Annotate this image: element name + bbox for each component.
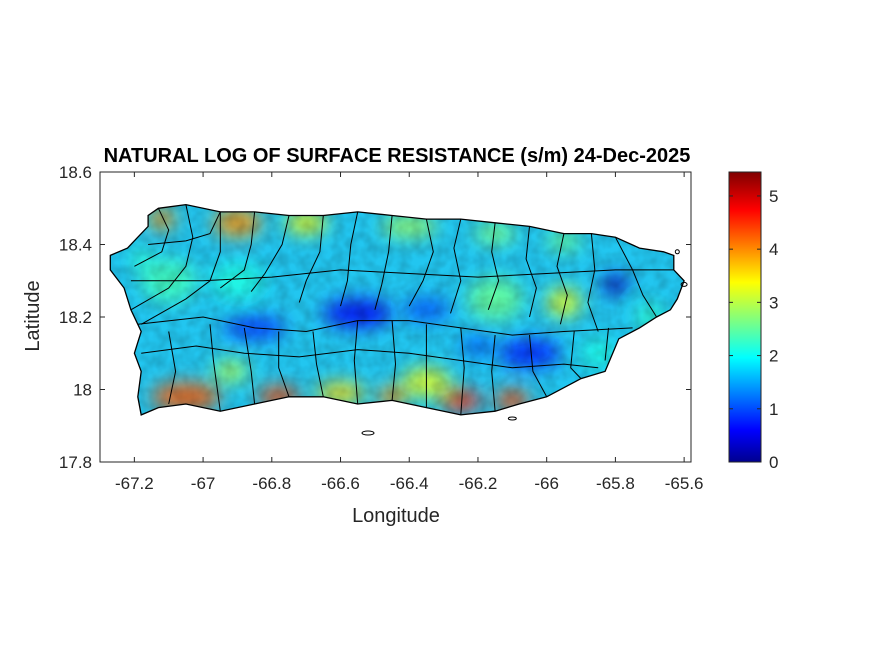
- colorbar-tick-label: 2: [769, 347, 778, 366]
- municipal-boundary: [614, 236, 658, 318]
- islet: [680, 281, 688, 287]
- x-tick-label: -67.2: [115, 474, 154, 493]
- municipal-boundary: [450, 218, 462, 314]
- municipal-boundary: [312, 331, 324, 397]
- x-tick-label: -66: [534, 474, 559, 493]
- islet: [361, 430, 375, 436]
- x-axis: -67.2 -67 -66.8 -66.6 -66.4 -66.2 -66 -65.8 -65.…: [115, 172, 704, 493]
- islet: [507, 416, 517, 421]
- municipal-boundary: [243, 327, 256, 405]
- x-tick-label: -66.8: [252, 474, 291, 493]
- municipal-boundaries: [130, 204, 674, 415]
- coastline: [109, 203, 685, 416]
- municipal-boundary: [130, 269, 674, 282]
- municipal-boundary: [298, 215, 324, 303]
- municipal-boundary: [209, 324, 221, 412]
- x-tick-label: -67: [191, 474, 216, 493]
- y-tick-label: 18.4: [59, 236, 92, 255]
- municipal-boundary: [353, 320, 359, 405]
- municipal-boundary: [570, 331, 582, 379]
- municipal-boundary: [168, 331, 177, 405]
- chart-title: NATURAL LOG OF SURFACE RESISTANCE (s/m) …: [104, 145, 691, 167]
- y-tick-label: 18.2: [59, 308, 92, 327]
- municipal-boundary: [340, 211, 359, 307]
- colorbar-tick-label: 3: [769, 293, 778, 312]
- y-tick-label: 17.8: [59, 453, 92, 472]
- municipal-boundary: [525, 226, 537, 318]
- municipal-boundary: [460, 327, 465, 415]
- colorbar: [728, 171, 762, 463]
- x-tick-label: -66.6: [321, 474, 360, 493]
- municipal-boundary: [491, 335, 496, 412]
- municipal-boundary: [141, 345, 599, 369]
- municipal-boundary: [278, 331, 290, 397]
- municipal-boundary: [408, 218, 434, 307]
- x-tick-label: -65.6: [665, 474, 704, 493]
- municipal-boundary: [604, 327, 609, 361]
- municipal-boundary: [130, 204, 194, 311]
- islet: [674, 249, 680, 255]
- x-tick-label: -65.8: [596, 474, 635, 493]
- municipal-boundary: [529, 335, 548, 398]
- x-tick-label: -66.2: [459, 474, 498, 493]
- y-axis-label: Latitude: [22, 280, 44, 351]
- colorbar-tick-label: 1: [769, 400, 778, 419]
- y-tick-label: 18.6: [59, 163, 92, 182]
- x-axis-label: Longitude: [352, 505, 440, 527]
- y-tick-label: 18: [73, 381, 92, 400]
- municipal-boundary: [134, 208, 170, 267]
- colorbar-tick-label: 5: [769, 187, 778, 206]
- islets: [361, 249, 688, 436]
- y-axis: 17.8 18 18.2 18.4 18.6: [59, 163, 691, 472]
- colorbar-ticks: 0 1 2 3 4 5: [729, 187, 778, 472]
- municipal-boundary: [391, 320, 397, 401]
- colorbar-tick-label: 4: [769, 240, 778, 259]
- municipal-boundary: [137, 316, 633, 336]
- municipal-boundary: [374, 215, 393, 310]
- municipal-boundary: [587, 233, 599, 332]
- municipal-boundary: [487, 222, 500, 310]
- municipal-boundary: [148, 211, 221, 245]
- municipal-boundary: [250, 215, 290, 292]
- colorbar-tick-label: 0: [769, 453, 778, 472]
- x-tick-label: -66.4: [390, 474, 429, 493]
- municipal-boundary: [556, 233, 568, 325]
